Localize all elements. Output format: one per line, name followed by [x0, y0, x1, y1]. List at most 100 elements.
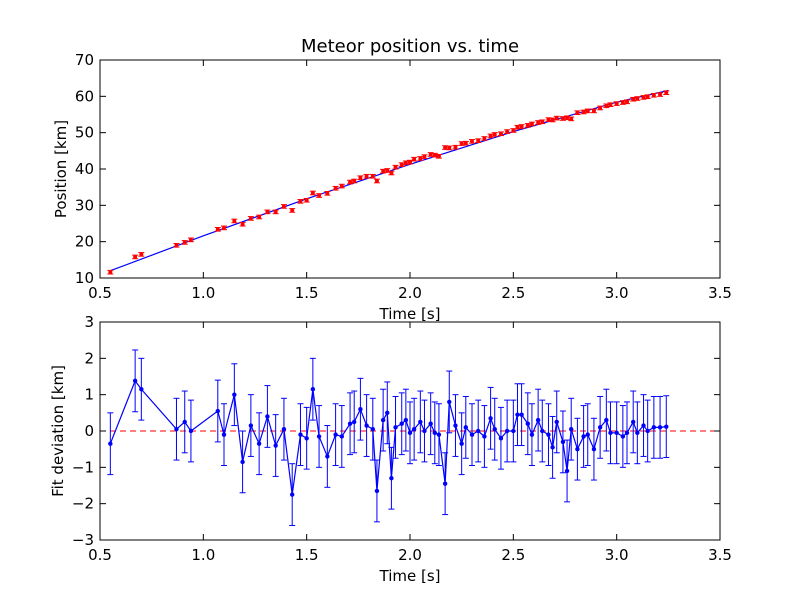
deviation-point [358, 407, 363, 412]
deviation-point [298, 432, 303, 437]
deviation-point [325, 454, 330, 459]
position-point [281, 204, 286, 209]
deviation-point [554, 419, 559, 425]
deviation-point [664, 424, 669, 429]
position-y-tick-label: 10 [75, 269, 94, 287]
position-point [364, 174, 369, 179]
deviation-point [535, 417, 541, 423]
deviation-point [585, 432, 590, 437]
deviation-point [604, 417, 609, 423]
position-point [625, 99, 629, 104]
position-x-tick-label: 3.5 [708, 284, 732, 302]
deviation-point [316, 434, 322, 439]
deviation-x-tick-label: 2.0 [398, 546, 422, 564]
position-point [352, 178, 357, 183]
deviation-point [256, 441, 262, 446]
position-point [511, 128, 516, 133]
position-point [645, 94, 650, 99]
position-y-tick-label: 60 [75, 87, 94, 105]
deviation-point [422, 428, 427, 434]
deviation-point [469, 432, 475, 437]
position-x-tick-label: 3.0 [605, 284, 629, 302]
deviation-point [310, 387, 316, 392]
deviation-x-tick-label: 3.0 [605, 546, 629, 564]
deviation-point [370, 426, 375, 432]
deviation-point [597, 425, 603, 430]
deviation-y-tick-label: 0 [84, 422, 94, 440]
position-point [273, 209, 278, 214]
deviation-point [333, 432, 338, 437]
deviation-point [511, 428, 516, 434]
position-x-axis-label: Time [s] [379, 305, 441, 323]
position-point [317, 193, 322, 198]
position-y-tick-label: 30 [75, 196, 94, 214]
position-point [257, 214, 262, 219]
position-point [374, 178, 379, 183]
deviation-y-tick-label: −2 [72, 495, 94, 513]
deviation-axes-frame [99, 321, 721, 541]
deviation-point [635, 430, 640, 436]
position-chart-title: Meteor position vs. time [301, 36, 519, 57]
position-point [591, 108, 596, 113]
deviation-point [380, 417, 386, 423]
position-point [529, 121, 534, 126]
deviation-point [657, 425, 663, 430]
deviation-point [232, 392, 237, 397]
position-x-tick-label: 1.0 [191, 284, 215, 302]
position-point [498, 131, 503, 136]
position-point [608, 102, 613, 107]
position-point [188, 237, 193, 242]
position-point [412, 157, 417, 162]
position-point [428, 152, 433, 157]
deviation-point [529, 432, 535, 437]
position-y-tick-label: 20 [75, 233, 94, 251]
deviation-point [515, 412, 520, 417]
deviation-point [631, 419, 636, 425]
position-point [641, 95, 646, 100]
position-point [298, 199, 303, 204]
deviation-point [265, 414, 270, 419]
deviation-point [651, 425, 657, 430]
position-point [232, 218, 237, 223]
position-point [348, 180, 353, 185]
position-axes-frame [99, 59, 721, 279]
position-point [215, 227, 220, 232]
position-point [385, 168, 390, 173]
deviation-point [504, 428, 510, 434]
deviation-point [447, 399, 452, 405]
deviation-point [564, 468, 570, 474]
position-y-tick-label: 40 [75, 160, 94, 178]
deviation-point [476, 428, 481, 434]
deviation-point [418, 419, 423, 425]
position-y-tick-label: 50 [75, 124, 94, 142]
deviation-y-tick-label: 1 [84, 386, 94, 404]
position-axes-ticks: 0.5 1.0 1.5 2.0 2.5 3.0 3.5 10 20 30 40 50 60 70 [75, 51, 732, 302]
deviation-point [442, 481, 448, 486]
deviation-point [546, 432, 551, 437]
position-point [554, 116, 559, 121]
deviation-point [347, 421, 353, 426]
position-point [581, 109, 586, 114]
position-point [598, 105, 603, 110]
deviation-point [393, 425, 398, 430]
position-point [536, 120, 541, 125]
position-point [182, 240, 187, 245]
deviation-point [374, 488, 380, 494]
position-point [470, 139, 474, 144]
deviation-point [463, 425, 468, 430]
deviation-point [248, 423, 254, 428]
deviation-point [403, 417, 409, 423]
position-point [658, 92, 663, 97]
deviation-point [432, 430, 437, 436]
deviation-x-tick-label: 2.5 [501, 546, 525, 564]
position-point [651, 93, 656, 98]
deviation-point [339, 434, 344, 439]
position-point [389, 170, 394, 175]
position-point [635, 96, 640, 101]
deviation-point [550, 445, 555, 450]
deviation-x-tick-label: 3.5 [708, 546, 732, 564]
deviation-point [399, 421, 404, 426]
deviation-point [525, 421, 530, 426]
deviation-point [174, 426, 179, 432]
deviation-point [215, 408, 220, 414]
